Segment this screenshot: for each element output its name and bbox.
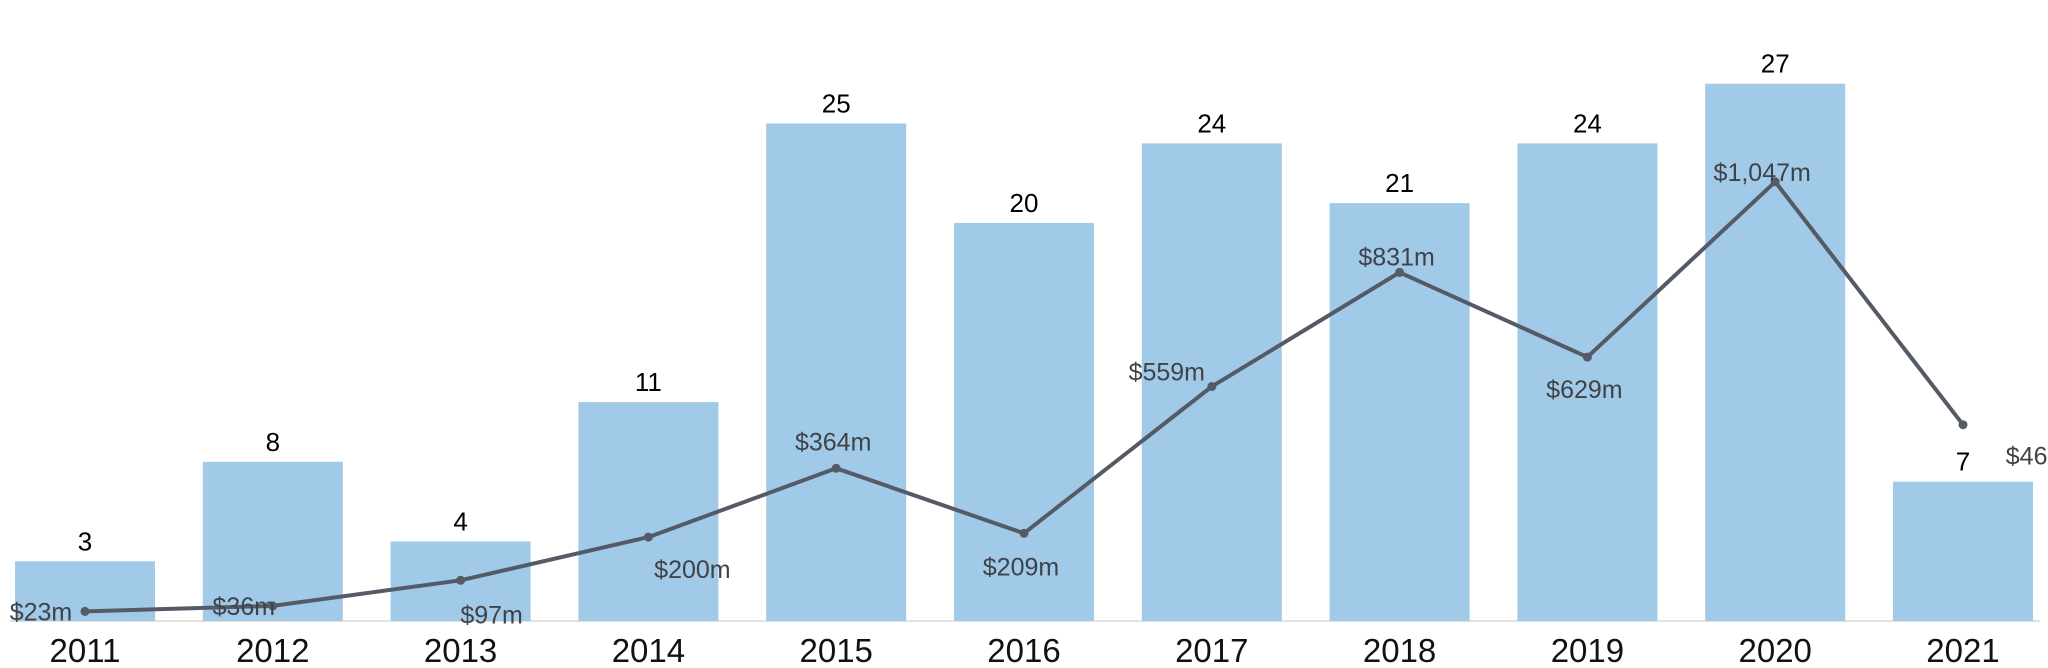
amount-label-2021: $468m <box>2006 443 2048 471</box>
amount-label-2016: $209m <box>983 553 1059 581</box>
amount-point-2015 <box>831 463 841 473</box>
amount-label-2020: $1,047m <box>1714 159 1811 187</box>
amount-point-2013 <box>456 575 466 585</box>
amount-point-2019 <box>1582 352 1592 362</box>
labels-layer: 3 8 4 11 25 20 24 21 24 27 7 $23m $36m $97m $200m $364m… <box>10 49 2048 630</box>
bar-count-label-2017: 24 <box>1197 108 1226 138</box>
bar-count-label-2018: 21 <box>1385 168 1414 198</box>
year-tick-label-2016: 2016 <box>987 632 1060 668</box>
amount-label-2013: $97m <box>460 601 523 629</box>
year-tick-label-2015: 2015 <box>799 632 872 668</box>
bar-2019 <box>1517 143 1658 621</box>
year-tick-label-2013: 2013 <box>424 632 497 668</box>
bar-2012 <box>202 461 343 621</box>
x-axis: 2011 2012 2013 2014 2015 2016 2017 2018 2019 2020… <box>50 632 2000 668</box>
bar-count-label-2019: 24 <box>1573 108 1602 138</box>
bar-count-label-2016: 20 <box>1010 188 1039 218</box>
bar-count-label-2015: 25 <box>822 89 851 119</box>
year-tick-label-2014: 2014 <box>612 632 685 668</box>
year-tick-label-2011: 2011 <box>50 632 121 668</box>
bar-2015 <box>766 123 907 621</box>
line-layer <box>80 177 1968 616</box>
bar-2014 <box>578 402 719 621</box>
amount-point-2020 <box>1770 177 1780 187</box>
amount-point-2011 <box>80 606 90 616</box>
amount-point-2021 <box>1958 420 1968 430</box>
amount-point-2018 <box>1395 267 1405 277</box>
year-tick-label-2020: 2020 <box>1738 632 1811 668</box>
bars-layer <box>15 83 2033 621</box>
bar-2016 <box>954 223 1094 621</box>
bar-count-label-2011: 3 <box>78 526 92 556</box>
year-tick-label-2012: 2012 <box>236 632 309 668</box>
bar-count-label-2014: 11 <box>635 367 662 397</box>
bar-count-label-2013: 4 <box>453 506 467 536</box>
amount-label-2019: $629m <box>1546 376 1622 404</box>
amount-label-2011: $23m <box>10 598 73 626</box>
bar-2020 <box>1705 83 1846 621</box>
amount-label-2014: $200m <box>654 556 730 584</box>
amount-label-2017: $559m <box>1129 359 1205 387</box>
year-tick-label-2021: 2021 <box>1926 632 1999 668</box>
bar-count-label-2021: 7 <box>1956 447 1970 477</box>
amount-label-2015: $364m <box>795 428 871 456</box>
amount-point-2016 <box>1019 528 1029 538</box>
amount-point-2012 <box>268 601 278 611</box>
amount-label-2012: $36m <box>213 593 276 621</box>
amount-point-2014 <box>643 532 653 542</box>
year-tick-label-2017: 2017 <box>1175 632 1248 668</box>
year-tick-label-2018: 2018 <box>1363 632 1436 668</box>
amount-point-2017 <box>1207 382 1217 391</box>
bar-count-label-2020: 27 <box>1761 49 1790 79</box>
year-tick-label-2019: 2019 <box>1551 632 1624 668</box>
amount-label-2018: $831m <box>1358 243 1434 271</box>
bar-count-label-2012: 8 <box>266 427 280 457</box>
bar-2021 <box>1893 481 2033 621</box>
